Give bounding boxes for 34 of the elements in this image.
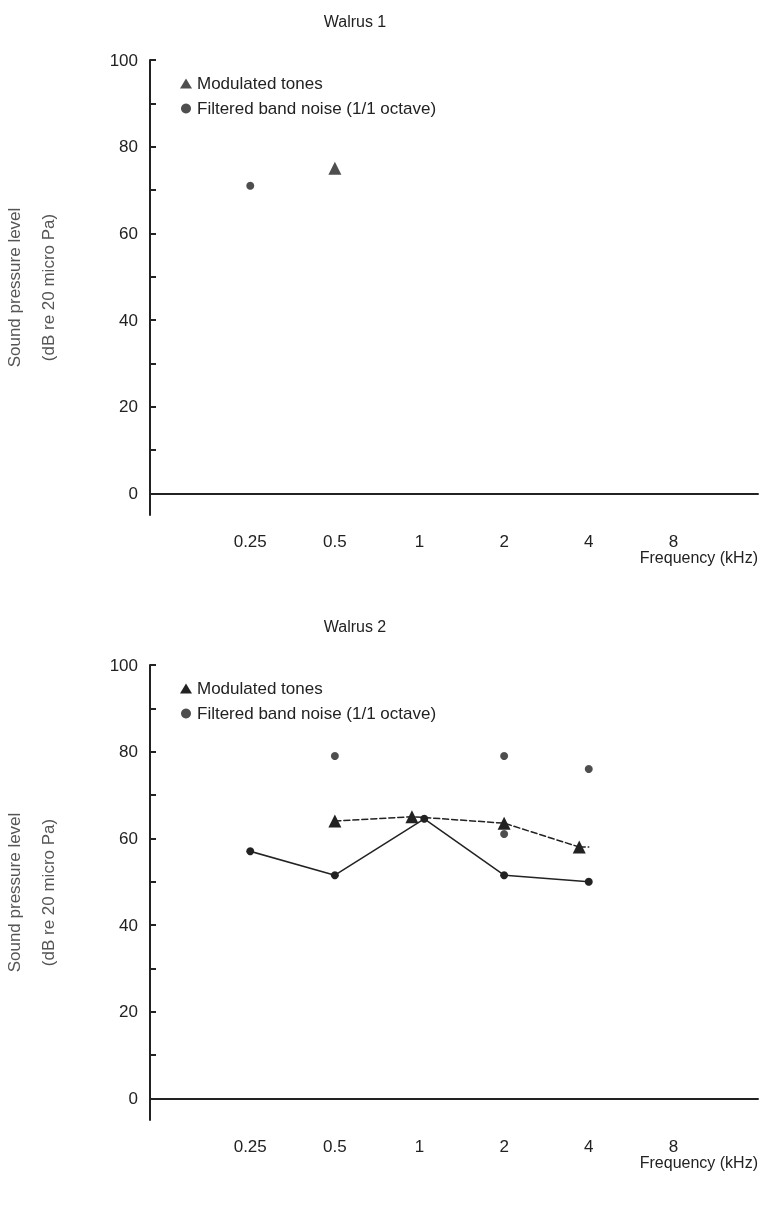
y-tick-label: 0	[128, 1088, 138, 1108]
chart-title: Walrus 1	[323, 12, 387, 30]
legend-label: Filtered band noise (1/1 octave)	[197, 704, 437, 723]
y-tick-label: 60	[119, 828, 138, 848]
y-tick-label: 100	[109, 655, 138, 675]
legend-label: Modulated tones	[197, 679, 323, 698]
y-tick-label: 100	[109, 50, 138, 70]
x-tick-label: 0.5	[323, 532, 347, 551]
x-tick-label: 1	[414, 532, 425, 551]
x-tick-label: 2	[499, 532, 509, 551]
y-axis-title: Sound pressure level (dB re 20 micro Pa)	[4, 812, 58, 973]
y-tick-label: 20	[119, 397, 138, 417]
x-tick-label: 0.25	[233, 532, 267, 551]
x-axis-title: Frequency (kHz)	[639, 548, 758, 566]
x-axis-title: Frequency (kHz)	[639, 1153, 758, 1171]
y-axis-title: Sound pressure level (dB re 20 micro Pa)	[4, 207, 58, 368]
x-tick-label: 4	[584, 1137, 594, 1156]
legend-label: Modulated tones	[197, 74, 323, 93]
chart-title: Walrus 2	[323, 617, 387, 635]
y-tick-label: 80	[119, 742, 138, 762]
y-tick-label: 20	[119, 1002, 138, 1022]
y-tick-label: 60	[119, 223, 138, 243]
x-tick-label: 8	[668, 1137, 679, 1156]
x-tick-label: 0.25	[233, 1137, 267, 1156]
x-tick-label: 1	[414, 1137, 425, 1156]
x-tick-label: 0.5	[323, 1137, 347, 1156]
x-tick-label: 2	[499, 1137, 509, 1156]
y-tick-label: 0	[128, 483, 138, 503]
y-tick-label: 40	[119, 915, 138, 935]
y-tick-label: 40	[119, 310, 138, 330]
x-tick-label: 4	[584, 532, 594, 551]
x-tick-label: 8	[668, 532, 679, 551]
y-tick-label: 80	[119, 137, 138, 157]
legend-label: Filtered band noise (1/1 octave)	[197, 99, 437, 118]
